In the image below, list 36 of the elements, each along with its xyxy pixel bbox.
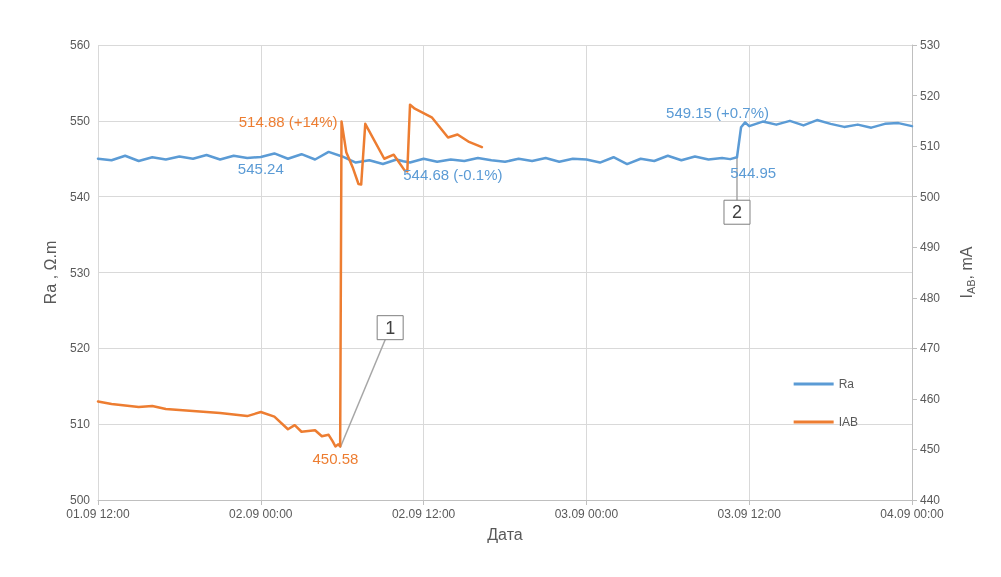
data-label: 514.88 (+14%) bbox=[238, 112, 338, 130]
data-label: 544.95 bbox=[730, 164, 777, 182]
x-tick-label: 02.09 00:00 bbox=[229, 507, 293, 521]
data-label: 450.58 bbox=[312, 449, 359, 467]
y-tick-label: 510 bbox=[69, 417, 91, 432]
data-label: 544.68 (-0.1%) bbox=[403, 166, 503, 184]
x-tick-label: 01.09 12:00 bbox=[66, 507, 131, 521]
y-tick-label: 520 bbox=[69, 341, 91, 356]
legend-label: IAB bbox=[838, 415, 858, 429]
legend-label: Ra bbox=[838, 377, 855, 391]
y2-axis-title: IAB, mA bbox=[958, 246, 977, 299]
x-tick-label: 02.09 12:00 bbox=[391, 507, 456, 521]
y-tick-label: 540 bbox=[69, 189, 91, 204]
y-tick-label: 530 bbox=[69, 265, 91, 280]
y2-tick-label: 500 bbox=[920, 189, 941, 204]
x-axis-title: Дата bbox=[487, 525, 523, 543]
y2-tick-label: 490 bbox=[920, 240, 941, 255]
data-label: 549.15 (+0.7%) bbox=[666, 104, 770, 122]
data-label: 545.24 bbox=[237, 159, 284, 177]
y-tick-label: 560 bbox=[69, 38, 91, 52]
y2-tick-label: 460 bbox=[920, 391, 941, 406]
y-tick-label: 550 bbox=[69, 113, 91, 128]
y2-tick-label: 480 bbox=[920, 290, 941, 305]
annotation: 1 bbox=[385, 317, 396, 338]
y2-tick-label: 510 bbox=[920, 139, 941, 154]
y-tick-label: 500 bbox=[69, 493, 91, 507]
x-tick-label: 03.09 12:00 bbox=[717, 507, 782, 521]
y2-tick-label: 440 bbox=[920, 493, 941, 507]
y2-tick-label: 520 bbox=[920, 88, 941, 103]
x-tick-label: 03.09 00:00 bbox=[554, 507, 619, 521]
annotation: 2 bbox=[731, 202, 742, 223]
y-axis-title: Ra , Ω.m bbox=[41, 240, 59, 305]
y2-tick-label: 450 bbox=[920, 442, 941, 457]
y2-tick-label: 530 bbox=[920, 38, 941, 52]
x-tick-label: 04.09 00:00 bbox=[880, 507, 945, 521]
y2-tick-label: 470 bbox=[920, 341, 941, 356]
